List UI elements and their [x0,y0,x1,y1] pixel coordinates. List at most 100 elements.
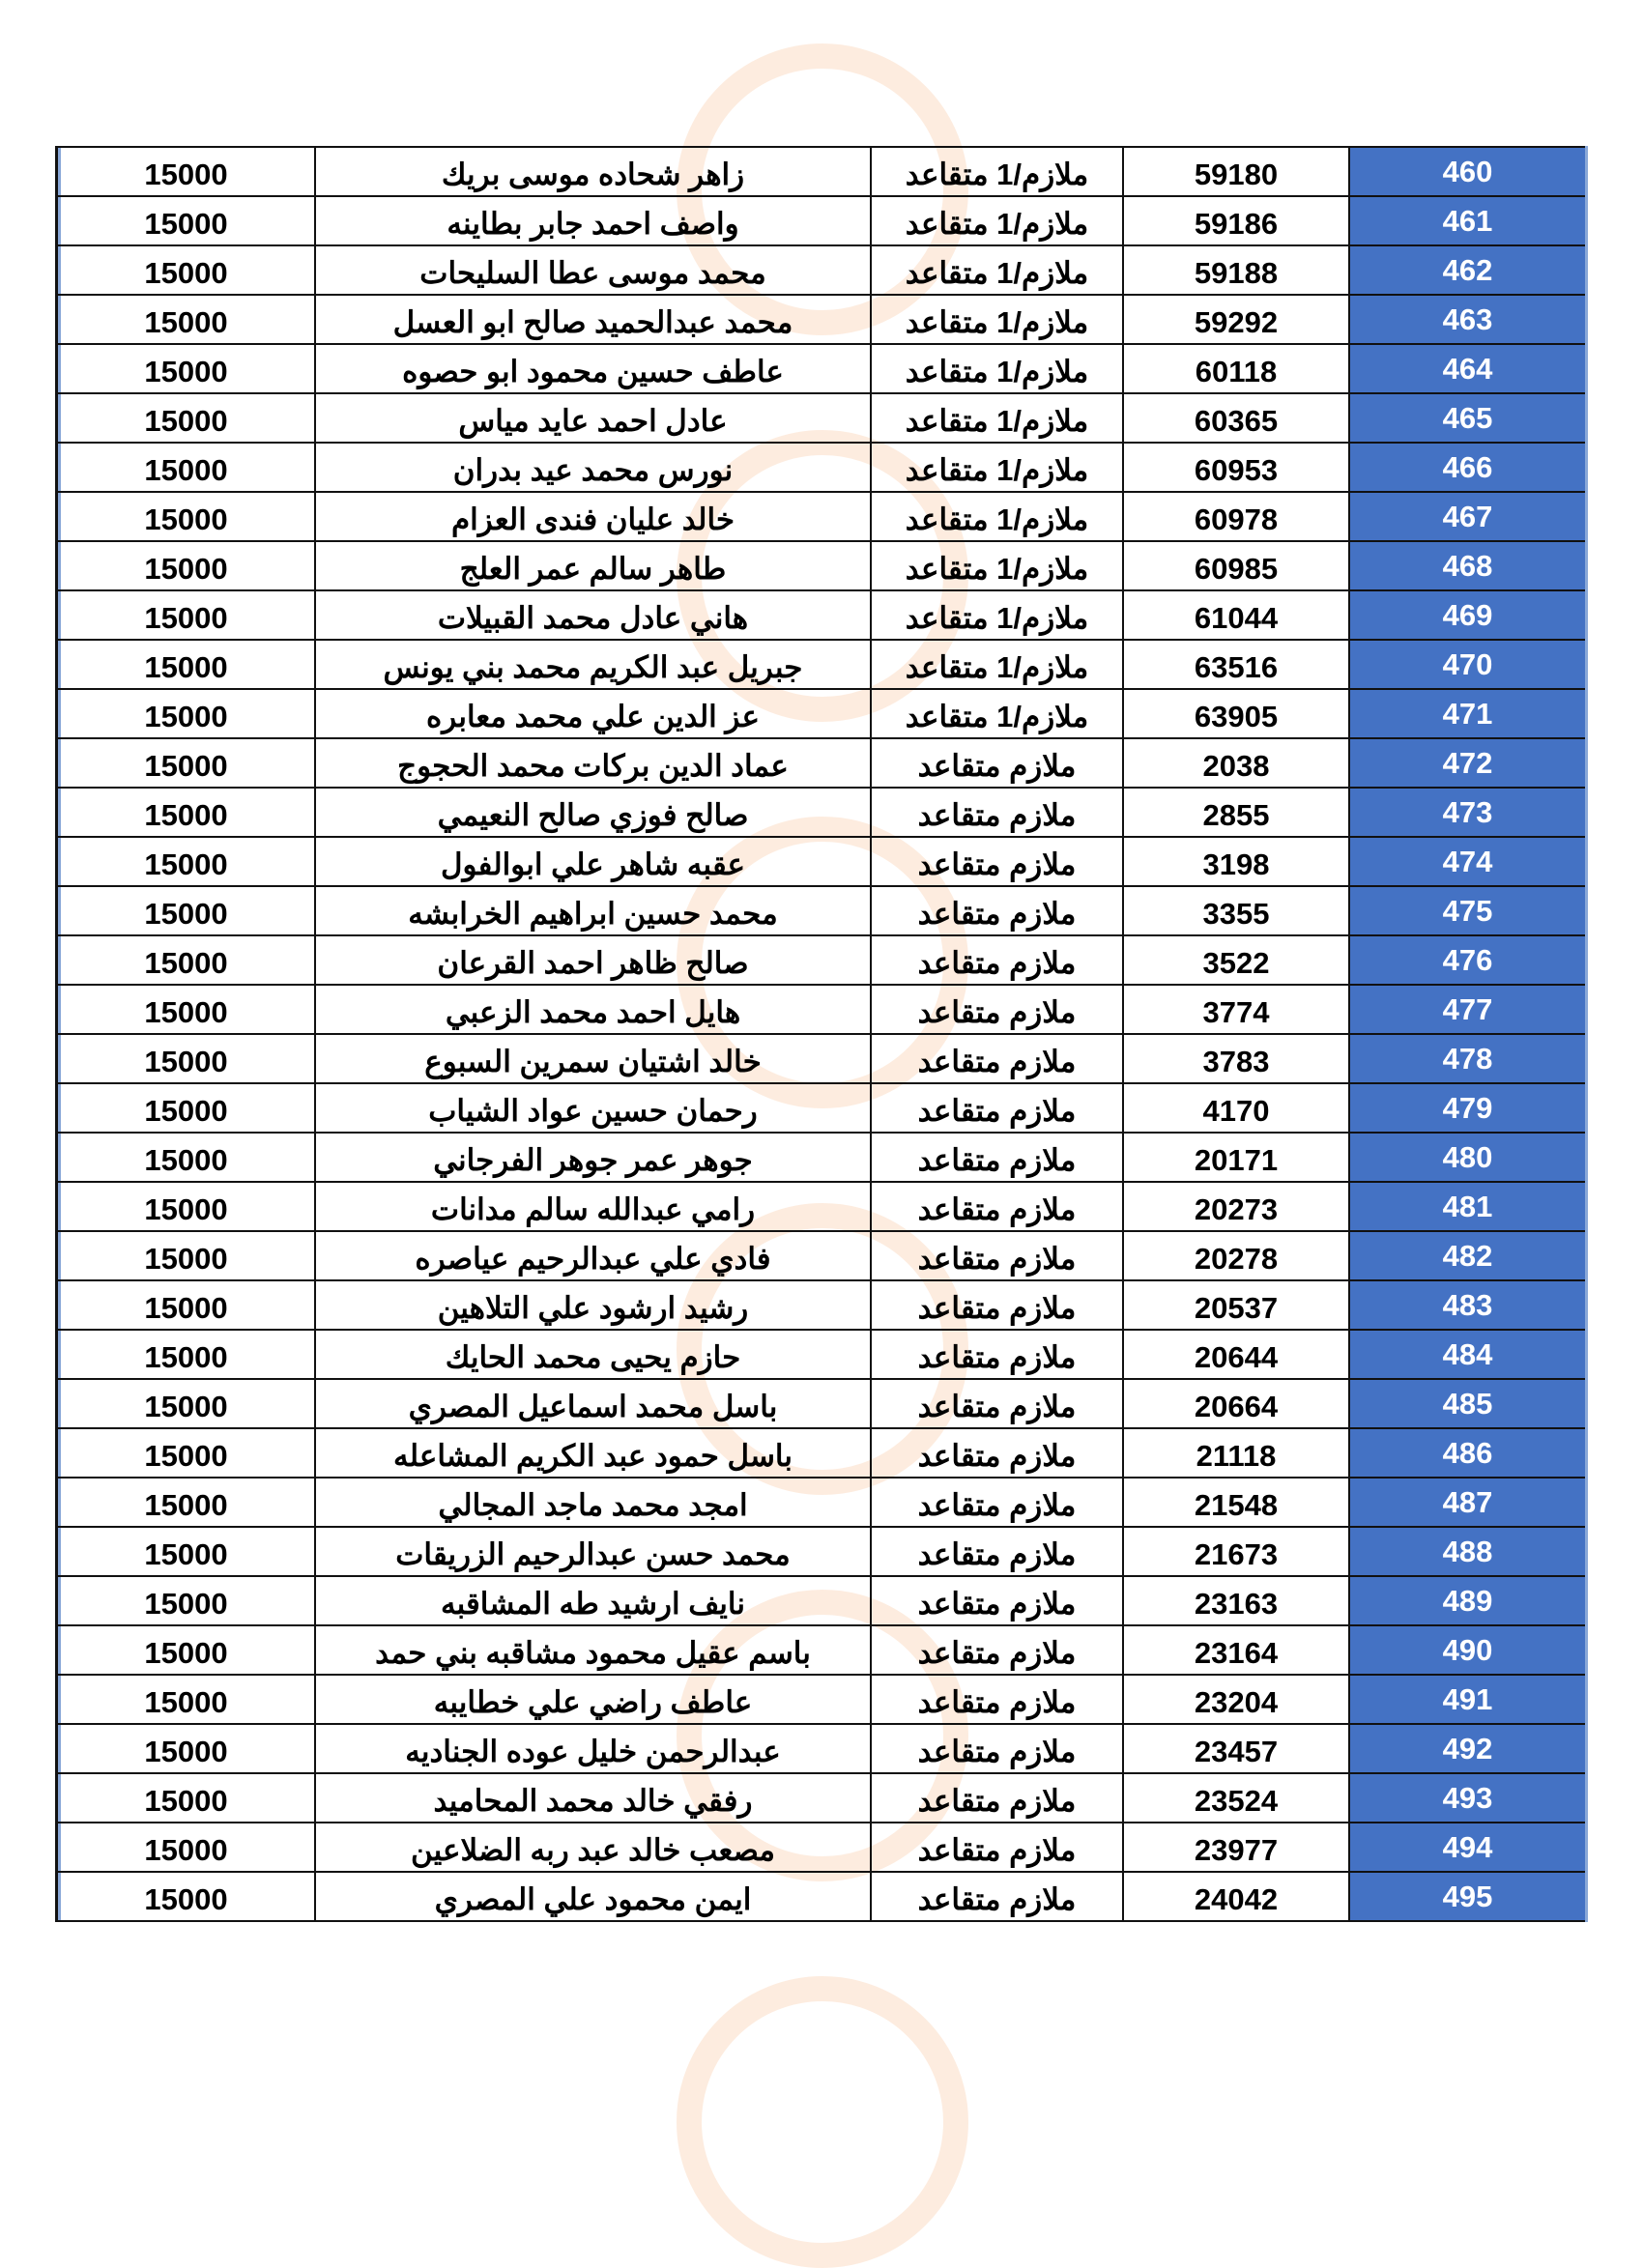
amount-cell-text: 15000 [144,847,228,881]
number-cell-text: 60953 [1194,452,1279,487]
index-cell-text: 491 [1442,1681,1493,1716]
index-cell: 473 [1348,787,1588,838]
table-row: 15000 عقبه شاهر علي ابوالفول ملازم متقاعد 3… [55,836,1588,887]
name-cell-text: باسل محمد اسماعيل المصري [408,1389,778,1423]
index-cell-text: 462 [1442,252,1493,287]
number-cell: 63905 [1122,688,1350,739]
rank-cell: ملازم متقاعد [870,984,1124,1035]
number-cell-text: 60118 [1195,354,1278,388]
name-cell-text: خالد عليان فندى العزام [450,502,735,536]
name-cell: هاني عادل محمد القبيلات [314,589,872,641]
rank-cell-text: ملازم/1 متقاعد [905,600,1089,635]
rank-cell-text: ملازم متقاعد [917,1487,1077,1522]
number-cell-text: 3355 [1202,896,1270,931]
name-cell: باسل حمود عبد الكريم المشاعله [314,1427,872,1479]
index-cell: 466 [1348,442,1588,493]
number-cell-text: 23457 [1194,1734,1279,1768]
table-row: 15000 هايل احمد محمد الزعبي ملازم متقاعد 37… [55,984,1588,1035]
table-body: 15000 زاهر شحاده موسى بريك ملازم/1 متقاعد 5… [55,146,1588,1922]
number-cell-text: 20278 [1194,1241,1279,1276]
rank-cell: ملازم متقاعد [870,1230,1124,1281]
number-cell: 60365 [1122,392,1350,444]
table-row: 15000 جوهر عمر جوهر الفرجاني ملازم متقاعد 2… [55,1132,1588,1183]
name-cell: صالح ظاهر احمد القرعان [314,934,872,986]
number-cell: 60985 [1122,540,1350,591]
number-cell: 21673 [1122,1526,1350,1577]
index-cell-text: 492 [1442,1731,1493,1766]
index-cell: 471 [1348,688,1588,739]
name-cell-text: رحمان حسين عواد الشياب [428,1093,758,1128]
index-cell-text: 487 [1442,1484,1493,1519]
rank-cell-text: ملازم متقاعد [917,797,1077,832]
amount-cell-text: 15000 [144,649,228,684]
rank-cell: ملازم متقاعد [870,1132,1124,1183]
number-cell-text: 60985 [1194,551,1279,586]
number-cell: 59186 [1122,195,1350,246]
rank-cell: ملازم متقاعد [870,1822,1124,1873]
table-row: 15000 رامي عبدالله سالم مدانات ملازم متقاع… [55,1181,1588,1232]
rank-cell: ملازم متقاعد [870,1772,1124,1823]
rank-cell: ملازم متقاعد [870,1033,1124,1084]
rank-cell-text: ملازم متقاعد [917,1734,1077,1768]
index-cell-text: 493 [1442,1780,1493,1815]
name-cell-text: رامي عبدالله سالم مدانات [430,1191,756,1226]
name-cell-text: رشيد ارشود علي التلاهين [437,1290,749,1325]
number-cell: 21548 [1122,1477,1350,1528]
number-cell-text: 63516 [1194,649,1279,684]
table-row: 15000 نورس محمد عيد بدران ملازم/1 متقاعد 60… [55,442,1588,493]
index-cell: 477 [1348,984,1588,1035]
index-cell-text: 485 [1442,1386,1493,1421]
number-cell-text: 59186 [1194,206,1279,241]
name-cell-text: هاني عادل محمد القبيلات [437,600,749,635]
table-row: 15000 ايمن محمود علي المصري ملازم متقاعد 24… [55,1871,1588,1922]
number-cell: 20273 [1122,1181,1350,1232]
number-cell-text: 23524 [1194,1783,1279,1818]
name-cell: عادل احمد عايد مياس [314,392,872,444]
rank-cell: ملازم/1 متقاعد [870,244,1124,296]
index-cell: 467 [1348,491,1588,542]
index-cell-text: 466 [1442,449,1493,484]
table-row: 15000 واصف احمد جابر بطاينه ملازم/1 متقاعد… [55,195,1588,246]
table-row: 15000 عبدالرحمن خليل عوده الجناديه ملازم م… [55,1723,1588,1774]
index-cell-text: 472 [1442,745,1493,780]
table-row: 15000 فادي علي عبدالرحيم عياصره ملازم متقا… [55,1230,1588,1281]
index-cell: 491 [1348,1674,1588,1725]
table-row: 15000 عماد الدين بركات محمد الحجوج ملازم م… [55,737,1588,789]
name-cell: ايمن محمود علي المصري [314,1871,872,1922]
amount-cell-text: 15000 [144,1536,228,1571]
index-cell: 494 [1348,1822,1588,1873]
rank-cell: ملازم متقاعد [870,1871,1124,1922]
name-cell-text: نايف ارشيد طه المشاقبه [441,1586,745,1621]
table-row: 15000 رشيد ارشود علي التلاهين ملازم متقاعد… [55,1279,1588,1331]
name-cell-text: مصعب خالد عبد ربه الضلاعين [411,1832,775,1867]
name-cell: باسم عقيل محمود مشاقبه بني حمد [314,1624,872,1676]
number-cell: 23524 [1122,1772,1350,1823]
number-cell: 23977 [1122,1822,1350,1873]
amount-cell-text: 15000 [144,1142,228,1177]
name-cell-text: محمد موسى عطا السليحات [419,255,766,290]
amount-cell-text: 15000 [144,1191,228,1226]
amount-cell: 15000 [55,1772,316,1823]
rank-cell: ملازم متقاعد [870,1723,1124,1774]
index-cell: 478 [1348,1033,1588,1084]
table-row: 15000 محمد حسين ابراهيم الخرابشه ملازم متق… [55,885,1588,936]
amount-cell: 15000 [55,244,316,296]
number-cell: 20537 [1122,1279,1350,1331]
number-cell: 59180 [1122,146,1350,197]
rank-cell: ملازم متقاعد [870,1181,1124,1232]
table-row: 15000 مصعب خالد عبد ربه الضلاعين ملازم متق… [55,1822,1588,1873]
name-cell: عاطف حسين محمود ابو حصوه [314,343,872,394]
index-cell-text: 486 [1442,1435,1493,1470]
rank-cell-text: ملازم متقاعد [917,1438,1077,1473]
name-cell-text: حازم يحيى محمد الحايك [445,1339,741,1374]
number-cell: 3198 [1122,836,1350,887]
name-cell-text: صالح ظاهر احمد القرعان [437,945,749,980]
name-cell: خالد اشتيان سمرين السبوع [314,1033,872,1084]
index-cell: 462 [1348,244,1588,296]
number-cell-text: 21548 [1194,1487,1279,1522]
name-cell-text: باسم عقيل محمود مشاقبه بني حمد [375,1635,811,1670]
index-cell-text: 469 [1442,597,1493,632]
rank-cell: ملازم متقاعد [870,836,1124,887]
name-cell-text: فادي علي عبدالرحيم عياصره [415,1241,771,1276]
rank-cell: ملازم متقاعد [870,737,1124,789]
